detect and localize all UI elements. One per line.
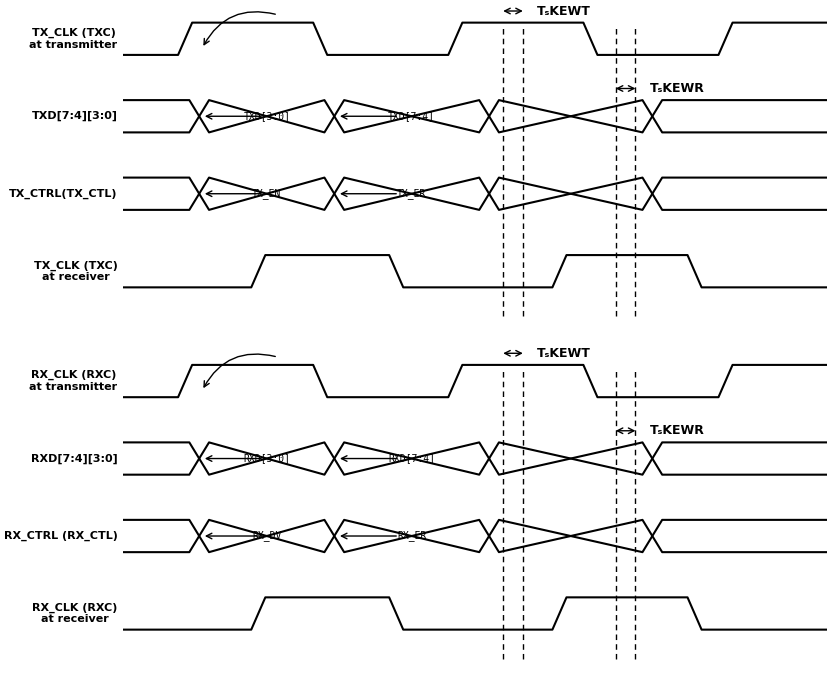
Text: RXD[7:4][3:0]: RXD[7:4][3:0] bbox=[31, 454, 117, 464]
Text: TX_CLK (TXC)
at transmitter: TX_CLK (TXC) at transmitter bbox=[29, 28, 117, 50]
Text: TX_ER: TX_ER bbox=[397, 188, 426, 199]
Text: TXD[7:4]: TXD[7:4] bbox=[388, 111, 435, 122]
Text: TₛKEWR: TₛKEWR bbox=[650, 424, 705, 437]
Text: RX_CTRL (RX_CTL): RX_CTRL (RX_CTL) bbox=[3, 531, 117, 541]
Text: RX_CLK (RXC)
at transmitter: RX_CLK (RXC) at transmitter bbox=[29, 370, 117, 392]
Text: RX_ER: RX_ER bbox=[397, 530, 426, 541]
Text: TₛKEWT: TₛKEWT bbox=[537, 347, 591, 360]
Text: TXD[7:4][3:0]: TXD[7:4][3:0] bbox=[32, 111, 117, 122]
Text: TX_EN: TX_EN bbox=[252, 188, 282, 199]
Text: TXD[3:0]: TXD[3:0] bbox=[243, 111, 290, 122]
Text: TX_CLK (TXC)
at receiver: TX_CLK (TXC) at receiver bbox=[34, 260, 117, 282]
Text: TₛKEWR: TₛKEWR bbox=[650, 82, 705, 95]
Text: RXD[7:4]: RXD[7:4] bbox=[388, 454, 435, 464]
Text: RX_CLK (RXC)
at receiver: RX_CLK (RXC) at receiver bbox=[32, 602, 117, 625]
Text: TX_CTRL(TX_CTL): TX_CTRL(TX_CTL) bbox=[9, 189, 117, 199]
Text: RX_DV: RX_DV bbox=[252, 530, 282, 541]
Text: RXD[3:0]: RXD[3:0] bbox=[243, 454, 290, 464]
Text: TₛKEWT: TₛKEWT bbox=[537, 5, 591, 18]
